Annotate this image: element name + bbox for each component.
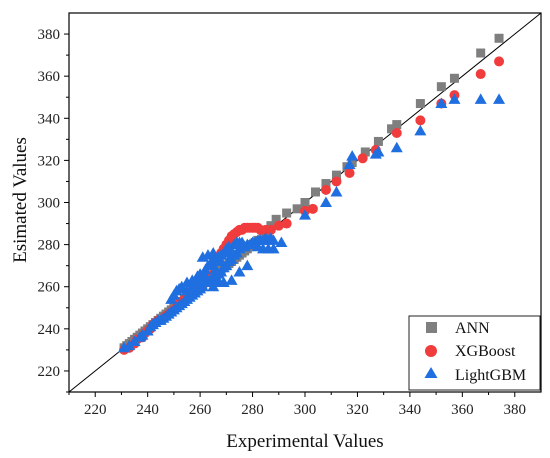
point-lightgbm-108 xyxy=(346,150,359,161)
point-ann-63 xyxy=(347,157,357,167)
y-tick-label: 320 xyxy=(38,153,61,169)
point-ann-64 xyxy=(360,147,370,157)
data-points xyxy=(118,33,506,355)
point-lightgbm-98 xyxy=(241,259,254,271)
point-lightgbm-92 xyxy=(225,249,238,260)
point-ann-60 xyxy=(321,179,331,189)
point-lightgbm-111 xyxy=(390,141,403,153)
legend-label-xgboost: XGBoost xyxy=(455,343,516,360)
point-xgboost-64 xyxy=(475,69,486,80)
point-ann-56 xyxy=(282,208,292,218)
x-axis-title: Experimental Values xyxy=(226,431,383,452)
point-xgboost-55 xyxy=(320,184,331,195)
point-lightgbm-91 xyxy=(215,255,228,266)
y-tick-label: 340 xyxy=(38,111,61,127)
point-lightgbm-80 xyxy=(204,259,217,271)
x-tick-label: 260 xyxy=(189,402,212,418)
point-ann-61 xyxy=(331,170,341,180)
point-lightgbm-105 xyxy=(319,196,332,207)
x-tick-label: 220 xyxy=(84,402,107,418)
point-lightgbm-90 xyxy=(199,270,212,281)
point-ann-66 xyxy=(387,124,397,134)
point-xgboost-56 xyxy=(331,176,342,187)
point-ann-69 xyxy=(436,82,446,92)
x-tick-label: 340 xyxy=(399,402,422,418)
y-tick-label: 380 xyxy=(38,27,61,43)
point-lightgbm-96 xyxy=(225,274,238,285)
point-xgboost-54 xyxy=(307,203,318,214)
point-ann-59 xyxy=(310,187,320,197)
point-ann-71 xyxy=(476,48,486,58)
point-ann-55 xyxy=(271,214,281,224)
legend-label-lightgbm: LightGBM xyxy=(455,367,526,384)
point-lightgbm-112 xyxy=(414,124,427,136)
point-xgboost-50 xyxy=(265,224,276,235)
point-lightgbm-102 xyxy=(267,242,280,254)
series-lightgbm xyxy=(118,93,506,353)
legend-marker-ann xyxy=(426,322,437,333)
point-lightgbm-53 xyxy=(267,234,280,245)
point-xgboost-57 xyxy=(344,168,355,179)
point-ann-72 xyxy=(494,33,504,43)
point-lightgbm-79 xyxy=(207,247,220,258)
point-lightgbm-97 xyxy=(233,265,246,277)
point-ann-58 xyxy=(300,198,310,207)
x-tick-label: 380 xyxy=(504,402,527,418)
point-lightgbm-114 xyxy=(448,93,461,104)
y-tick-label: 240 xyxy=(38,322,61,338)
x-tick-label: 320 xyxy=(346,402,369,418)
point-lightgbm-104 xyxy=(299,209,311,220)
legend: ANN XGBoost LightGBM xyxy=(408,315,541,391)
point-lightgbm-115 xyxy=(474,93,487,104)
point-lightgbm-107 xyxy=(343,158,356,170)
legend-marker-lightgbm xyxy=(424,367,438,378)
y-tick-label: 360 xyxy=(38,69,61,85)
x-tick-label: 300 xyxy=(294,402,317,418)
point-lightgbm-113 xyxy=(435,97,448,109)
y-axis-title: Esimated Values xyxy=(10,137,31,263)
x-tick-label: 280 xyxy=(241,402,264,418)
x-tick-label: 240 xyxy=(136,402,159,418)
point-lightgbm-81 xyxy=(209,263,222,275)
point-xgboost-61 xyxy=(415,115,426,126)
point-xgboost-65 xyxy=(494,56,505,67)
point-lightgbm-110 xyxy=(372,145,385,157)
y-tick-label: 220 xyxy=(38,364,61,380)
point-ann-70 xyxy=(449,73,459,83)
point-lightgbm-116 xyxy=(493,93,506,104)
point-lightgbm-106 xyxy=(330,185,343,197)
point-xgboost-58 xyxy=(357,153,368,164)
legend-label-ann: ANN xyxy=(455,320,490,337)
point-xgboost-52 xyxy=(281,218,292,229)
x-tick-label: 360 xyxy=(451,402,474,418)
point-xgboost-60 xyxy=(391,128,402,139)
point-ann-57 xyxy=(292,204,302,214)
point-lightgbm-76 xyxy=(236,236,249,248)
y-tick-label: 300 xyxy=(38,196,61,212)
point-ann-65 xyxy=(373,136,383,146)
ticks: 220 240 260 280 300 320 340 360 380 220 240 260 280 3… xyxy=(38,27,527,418)
point-ann-68 xyxy=(415,99,425,109)
y-tick-label: 260 xyxy=(38,280,61,296)
legend-marker-xgboost xyxy=(425,345,437,357)
point-ann-67 xyxy=(392,120,402,130)
point-lightgbm-103 xyxy=(275,236,288,248)
point-xgboost-51 xyxy=(273,220,284,231)
y-tick-label: 280 xyxy=(38,238,61,254)
